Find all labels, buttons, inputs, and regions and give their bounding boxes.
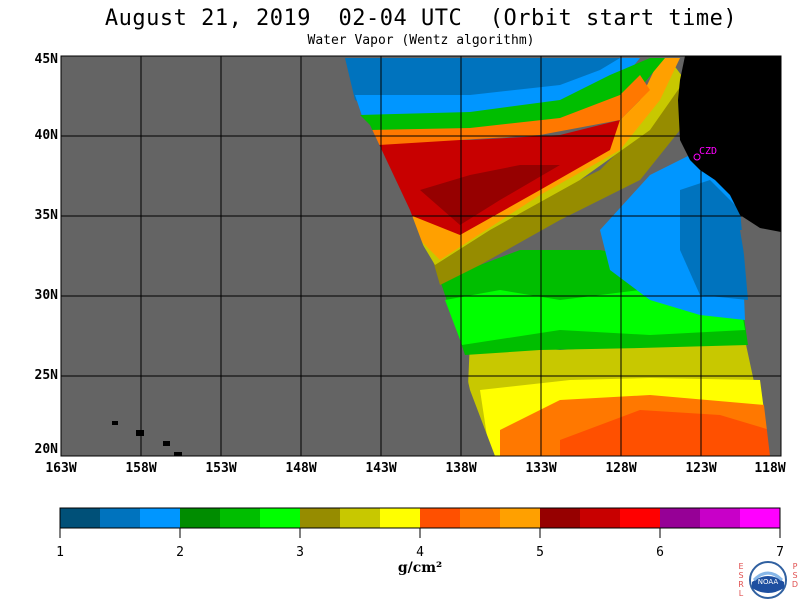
colorbar-label-6: 6 xyxy=(656,545,664,560)
lon-label-138w: 138W xyxy=(445,461,477,476)
lon-label-158w: 158W xyxy=(125,461,157,476)
colorbar-cell xyxy=(140,508,181,528)
eastern-no-data xyxy=(740,230,781,456)
island xyxy=(112,421,118,425)
colorbar-cell xyxy=(300,508,341,528)
colorbar-label-1: 1 xyxy=(56,545,64,560)
lon-label-143w: 143W xyxy=(365,461,397,476)
svg-text:NOAA: NOAA xyxy=(758,578,779,586)
colorbar-label-4: 4 xyxy=(416,545,424,560)
colorbar-label-2: 2 xyxy=(176,545,184,560)
colorbar-cell xyxy=(420,508,461,528)
colorbar xyxy=(60,508,781,528)
map-frame xyxy=(60,55,782,457)
lat-lon-grid xyxy=(61,56,781,456)
lat-label-30n: 30N xyxy=(34,288,58,303)
colorbar-cell xyxy=(540,508,581,528)
lon-label-153w: 153W xyxy=(205,461,237,476)
band-lightblue-north xyxy=(355,58,640,125)
lat-label-25n: 25N xyxy=(34,368,58,383)
band-orange-red-south xyxy=(560,410,772,456)
colorbar-cell xyxy=(260,508,301,528)
island xyxy=(136,430,144,436)
colorbar-cell xyxy=(700,508,741,528)
map-title: August 21, 2019 02-04 UTC (Orbit start t… xyxy=(104,6,738,31)
land-mass xyxy=(678,56,781,232)
colorbar-cell xyxy=(460,508,501,528)
colorbar-cell xyxy=(340,508,381,528)
colorbar-cell xyxy=(380,508,421,528)
lat-label-35n: 35N xyxy=(34,208,58,223)
colorbar-ticks xyxy=(59,528,781,538)
colorbar-unit: g/cm² xyxy=(397,560,443,576)
lon-label-133w: 133W xyxy=(525,461,557,476)
colorbar-cell xyxy=(740,508,781,528)
lon-label-163w: 163W xyxy=(45,461,77,476)
station-label: CZD xyxy=(699,146,718,157)
island xyxy=(163,441,170,446)
colorbar-cell xyxy=(60,508,101,528)
lon-label-123w: 123W xyxy=(685,461,717,476)
lon-label-118w: 118W xyxy=(754,461,786,476)
island xyxy=(174,452,182,456)
western-no-data xyxy=(61,56,495,456)
band-darkred-core xyxy=(420,165,560,225)
band-blue-mid xyxy=(680,180,748,300)
station-marker xyxy=(693,153,701,161)
colorbar-label-3: 3 xyxy=(296,545,304,560)
colorbar-cell xyxy=(220,508,261,528)
lon-label-148w: 148W xyxy=(285,461,317,476)
lat-label-45n: 45N xyxy=(34,52,58,67)
lat-label-20n: 20N xyxy=(34,442,58,457)
colorbar-cell xyxy=(180,508,221,528)
colorbar-cell xyxy=(580,508,621,528)
map-subtitle: Water Vapor (Wentz algorithm) xyxy=(307,33,535,48)
band-olive-diagonal xyxy=(430,80,680,285)
colorbar-label-7: 7 xyxy=(776,545,784,560)
lon-label-128w: 128W xyxy=(605,461,637,476)
colorbar-label-5: 5 xyxy=(536,545,544,560)
colorbar-cell xyxy=(660,508,701,528)
lat-label-40n: 40N xyxy=(34,128,58,143)
colorbar-cell xyxy=(100,508,141,528)
band-orange-north-edge xyxy=(370,75,650,145)
colorbar-cell xyxy=(620,508,661,528)
noaa-emblem-icon: NOAA xyxy=(749,561,787,599)
colorbar-cell xyxy=(500,508,541,528)
